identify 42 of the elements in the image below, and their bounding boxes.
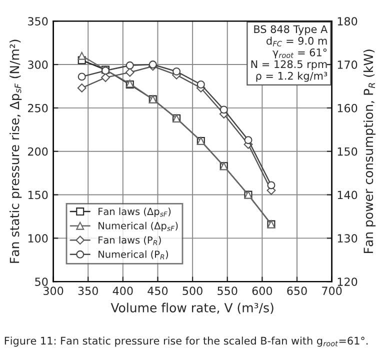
point: [267, 181, 276, 190]
x-tick-label: 600: [252, 286, 272, 296]
point: [196, 80, 205, 88]
caption: Figure 11: Fan static pressure rise for the scaled B-fan with g$_{root}$=61°.: [4, 336, 368, 347]
y2-tick-label: 150: [338, 147, 358, 156]
x-tick-label: 550: [218, 286, 238, 296]
y-tick-label: 200: [28, 147, 48, 156]
y2-tick-label: 120: [338, 278, 358, 286]
x-tick-label: 700: [322, 286, 342, 296]
x-tick-label: 350: [78, 286, 98, 296]
y2-tick-label: 170: [338, 60, 358, 69]
y2-tick-label: 180: [338, 17, 358, 26]
y2-axis-title: Fan power consumption, P$_{R}$ (kW): [363, 50, 376, 254]
point: [77, 84, 86, 92]
point: [101, 73, 110, 82]
legend-label: Fan laws (P$_{R}$): [98, 236, 161, 246]
y-axis-title: Fan static pressure rise, Δp$_{sF}$ (N/m²): [10, 40, 22, 263]
x-tick-label: 500: [182, 286, 202, 296]
y-tick-label: 250: [28, 104, 48, 112]
text: BS 848 Type A d$_{FC}$ = 9.0 m γ$_{root}$ = 61° N = 128.5 rpm ρ = 1.2 kg/m³: [251, 25, 328, 82]
x-axis-title: Volume flow rate, V (m³/s): [110, 302, 274, 314]
y2-tick-label: 130: [338, 234, 358, 243]
y-tick-label: 300: [28, 60, 48, 69]
y2-tick-label: 140: [338, 190, 358, 200]
y2-tick-label: 160: [338, 104, 358, 112]
legend-label: Numerical (Δp$_{sF}$): [98, 222, 178, 232]
y-tick-label: 350: [28, 17, 48, 26]
legend-label: Numerical (P$_{R}$): [98, 250, 168, 260]
x-tick-label: 300: [44, 286, 64, 296]
y-tick-label: 100: [28, 234, 48, 243]
x-tick-label: 650: [287, 286, 307, 296]
point: [244, 136, 252, 144]
point: [78, 72, 86, 81]
point: [220, 106, 228, 114]
point: [78, 52, 86, 60]
y-tick-label: 150: [28, 190, 48, 200]
point: [126, 61, 134, 70]
y-tick-label: 50: [35, 278, 48, 286]
point: [172, 67, 181, 76]
legend-label: Fan laws (Δp$_{sF}$): [98, 208, 171, 217]
x-tick-label: 400: [112, 286, 133, 296]
x-tick-label: 450: [148, 286, 168, 296]
